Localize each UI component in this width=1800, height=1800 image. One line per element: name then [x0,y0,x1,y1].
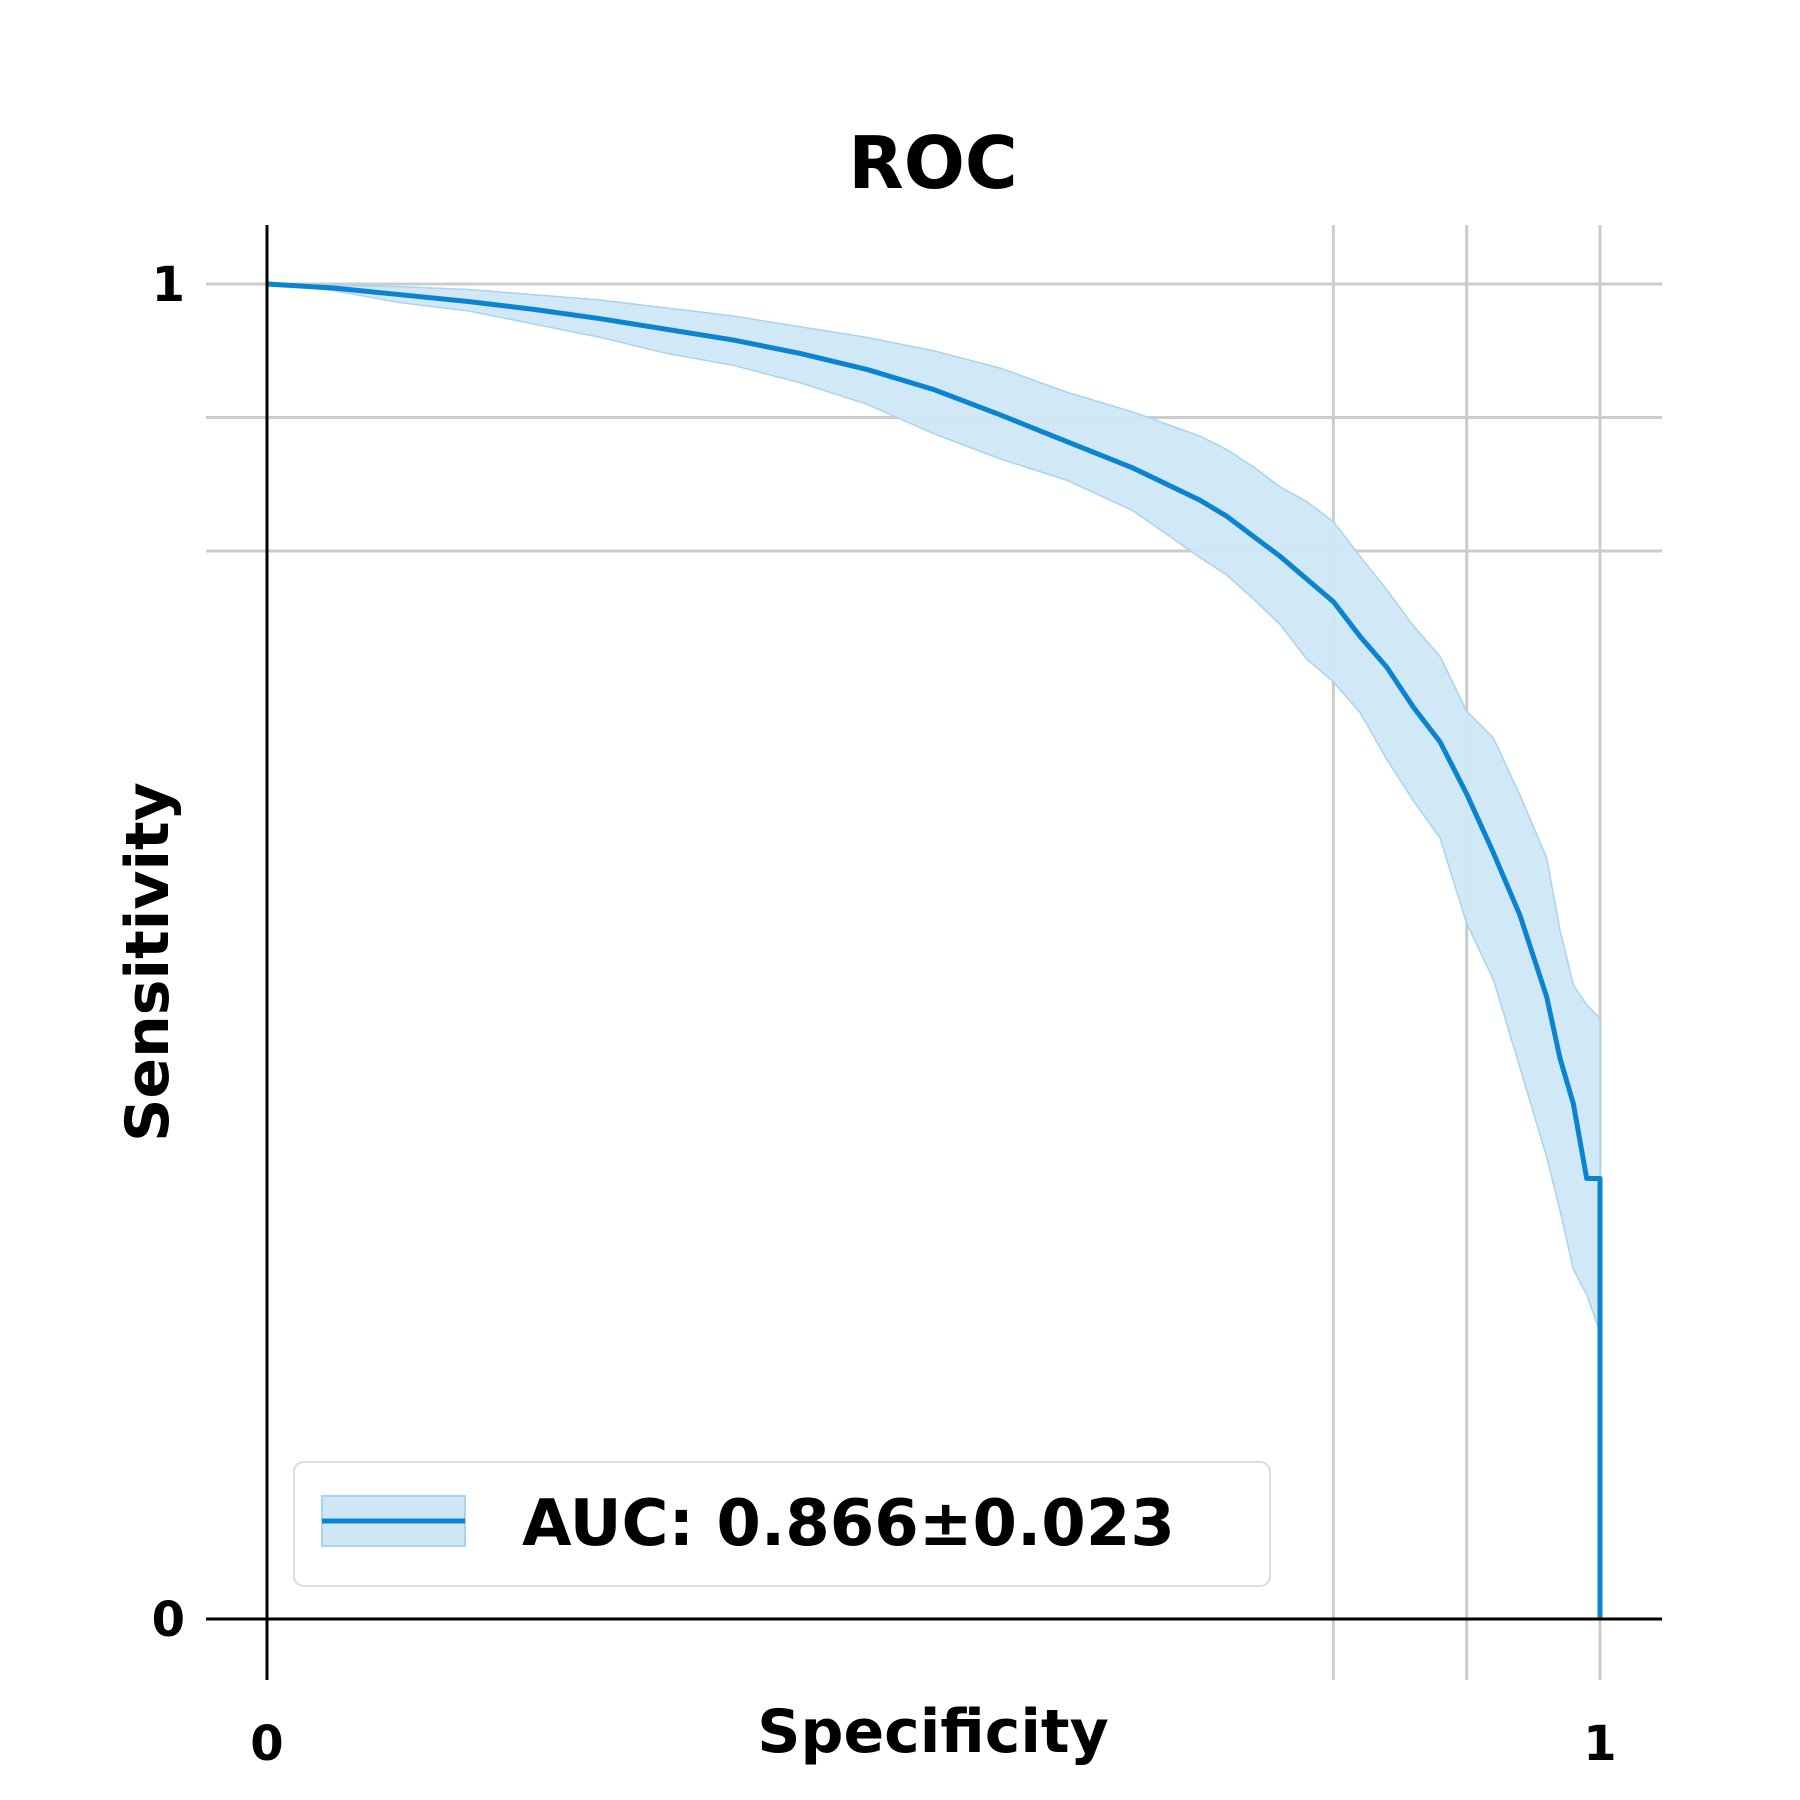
legend-label: AUC: 0.866±0.023 [522,1487,1175,1561]
roc-curve [266,281,1603,1619]
y-axis-label: Sensitivity [113,782,183,1142]
axes [206,225,1662,1680]
x-tick-label: 1 [1583,1716,1616,1772]
legend-box [293,1461,1271,1587]
legend: AUC: 0.866±0.023 [293,1461,1271,1587]
y-tick-label: 0 [152,1592,185,1648]
y-tick-label: 1 [152,257,185,313]
tick-labels: 0 1 0 1 [152,257,1617,1772]
confidence-band [266,283,1601,1333]
roc-curve-layer [266,281,1603,1619]
x-tick-label: 0 [250,1716,283,1772]
confidence-band-layer [266,283,1601,1333]
chart-title: ROC [848,121,1018,205]
x-axis-label: Specificity [757,1697,1108,1767]
